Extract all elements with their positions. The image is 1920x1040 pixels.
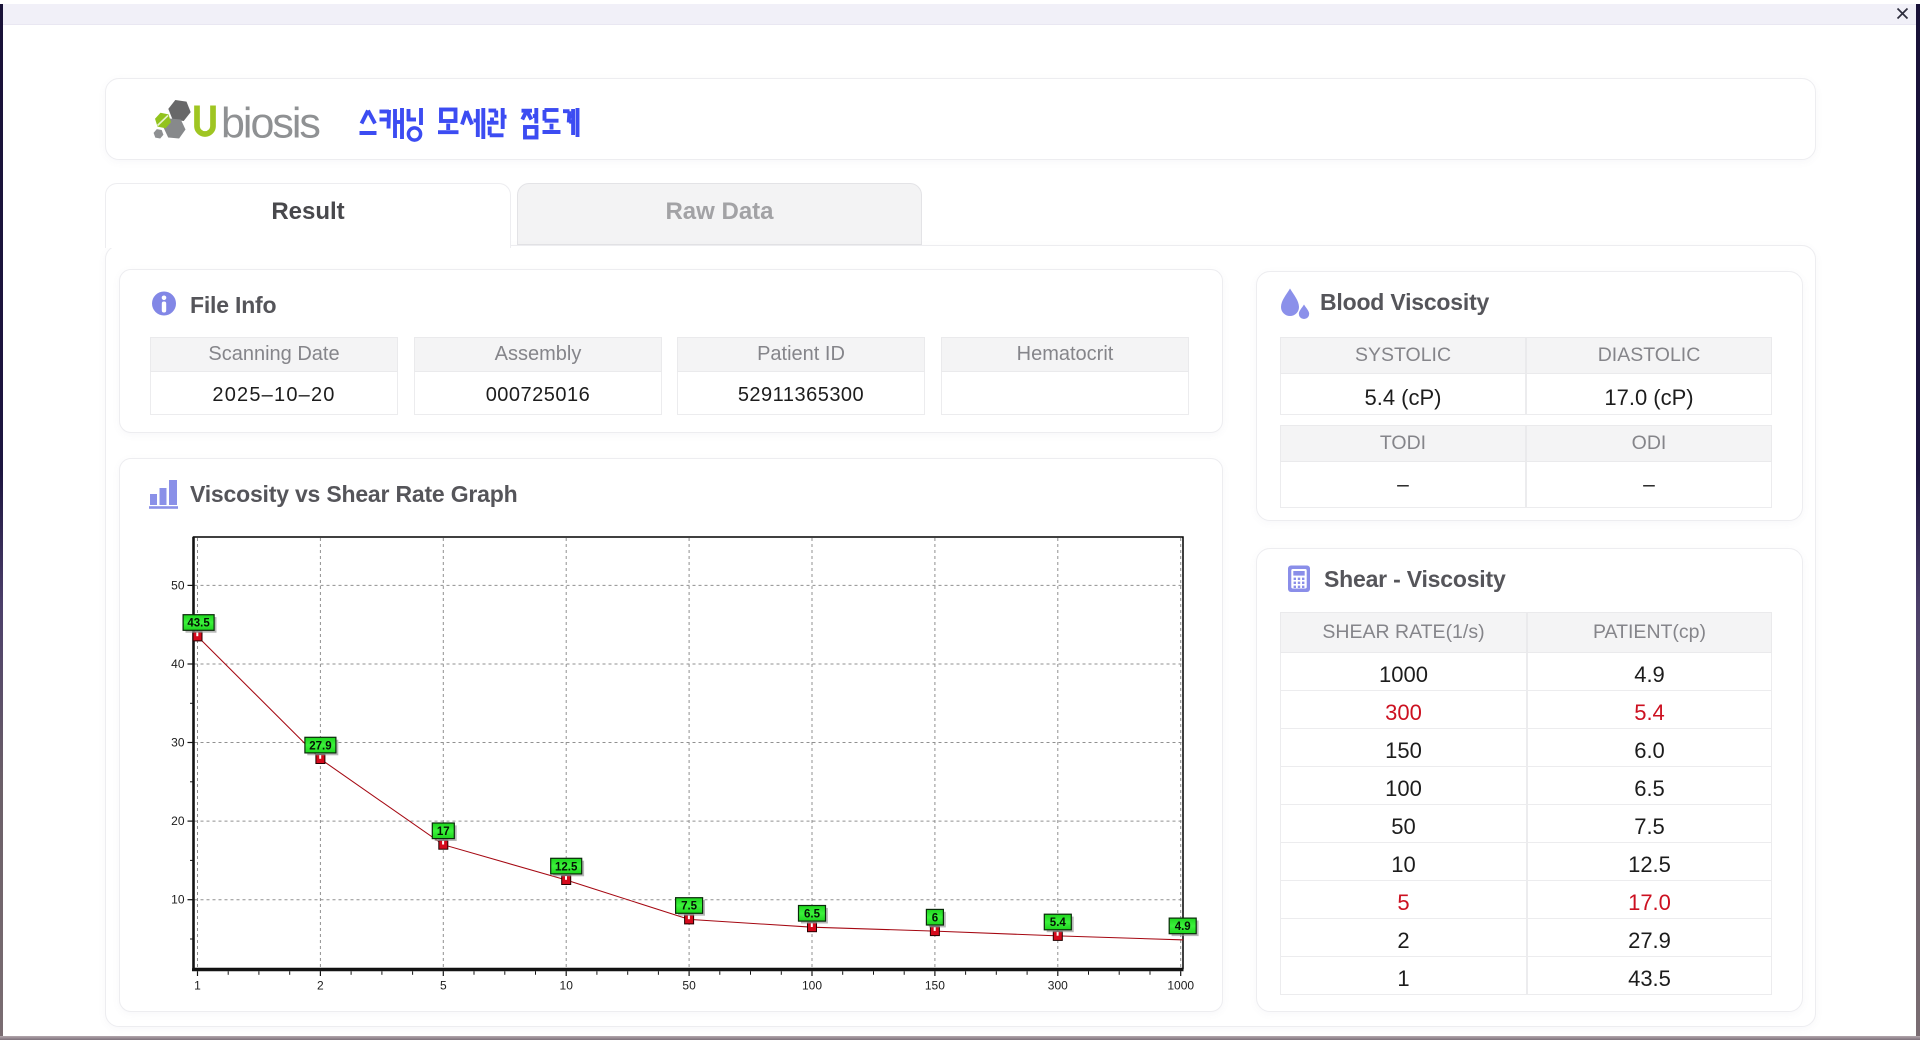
svg-text:7.5: 7.5: [681, 901, 698, 913]
svg-text:50: 50: [171, 578, 185, 592]
svg-text:6.5: 6.5: [804, 909, 821, 921]
svg-text:50: 50: [682, 979, 696, 993]
svg-text:4.9: 4.9: [1175, 921, 1191, 933]
svg-text:40: 40: [171, 657, 185, 671]
svg-text:10: 10: [560, 979, 574, 993]
svg-text:10: 10: [171, 893, 185, 907]
svg-text:43.5: 43.5: [187, 618, 210, 630]
svg-text:30: 30: [171, 736, 185, 750]
svg-text:17: 17: [437, 826, 450, 838]
svg-text:150: 150: [925, 979, 945, 993]
svg-text:1: 1: [194, 979, 201, 993]
svg-text:27.9: 27.9: [309, 740, 331, 752]
svg-text:2: 2: [317, 979, 324, 993]
svg-text:12.5: 12.5: [555, 861, 578, 873]
svg-text:1000: 1000: [1167, 979, 1194, 993]
svg-text:20: 20: [171, 814, 185, 828]
svg-text:biosis: biosis: [221, 100, 319, 148]
svg-text:5.4: 5.4: [1050, 917, 1067, 929]
svg-text:300: 300: [1048, 979, 1068, 993]
svg-text:6: 6: [932, 912, 938, 924]
svg-text:100: 100: [802, 979, 822, 993]
svg-text:5: 5: [440, 979, 447, 993]
